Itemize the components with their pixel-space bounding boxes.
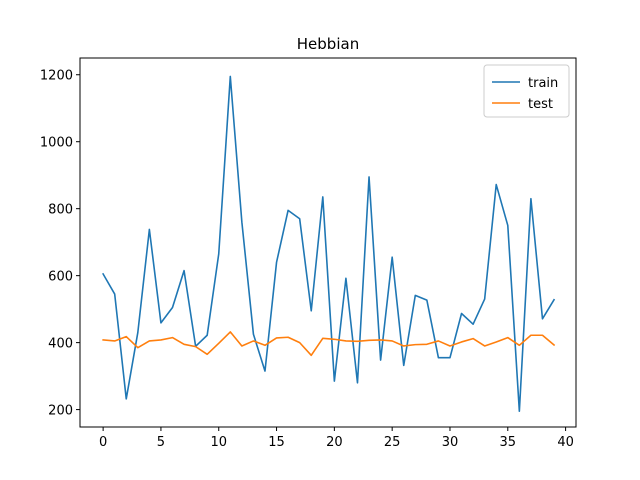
y-tick-label-200: 200 [48,404,73,419]
x-tick-label-40: 40 [557,435,574,450]
y-axis: 200 400 600 800 1000 1200 [40,69,80,419]
x-tick-label-5: 5 [157,435,165,450]
legend-label-train: train [528,76,558,91]
y-tick-label-400: 400 [48,337,73,352]
y-tick-label-1000: 1000 [40,136,73,151]
x-tick-label-15: 15 [268,435,285,450]
x-tick-label-35: 35 [500,435,517,450]
x-tick-label-10: 10 [210,435,227,450]
x-tick-label-20: 20 [326,435,343,450]
series-line-test [102,331,556,357]
y-tick-label-800: 800 [48,203,73,218]
series-layer [102,75,556,413]
x-tick-label-0: 0 [99,435,107,450]
x-tick-label-30: 30 [442,435,459,450]
x-tick-label-25: 25 [384,435,401,450]
axes-frame [79,57,577,428]
legend-label-test: test [528,97,553,112]
legend: train test [483,64,570,118]
chart-title: Hebbian [297,35,359,53]
legend-box [483,64,570,118]
y-tick-label-600: 600 [48,270,73,285]
x-axis: 0 5 10 15 20 25 30 35 40 [99,427,574,450]
series-line-train [102,75,556,413]
y-tick-label-1200: 1200 [40,69,73,84]
